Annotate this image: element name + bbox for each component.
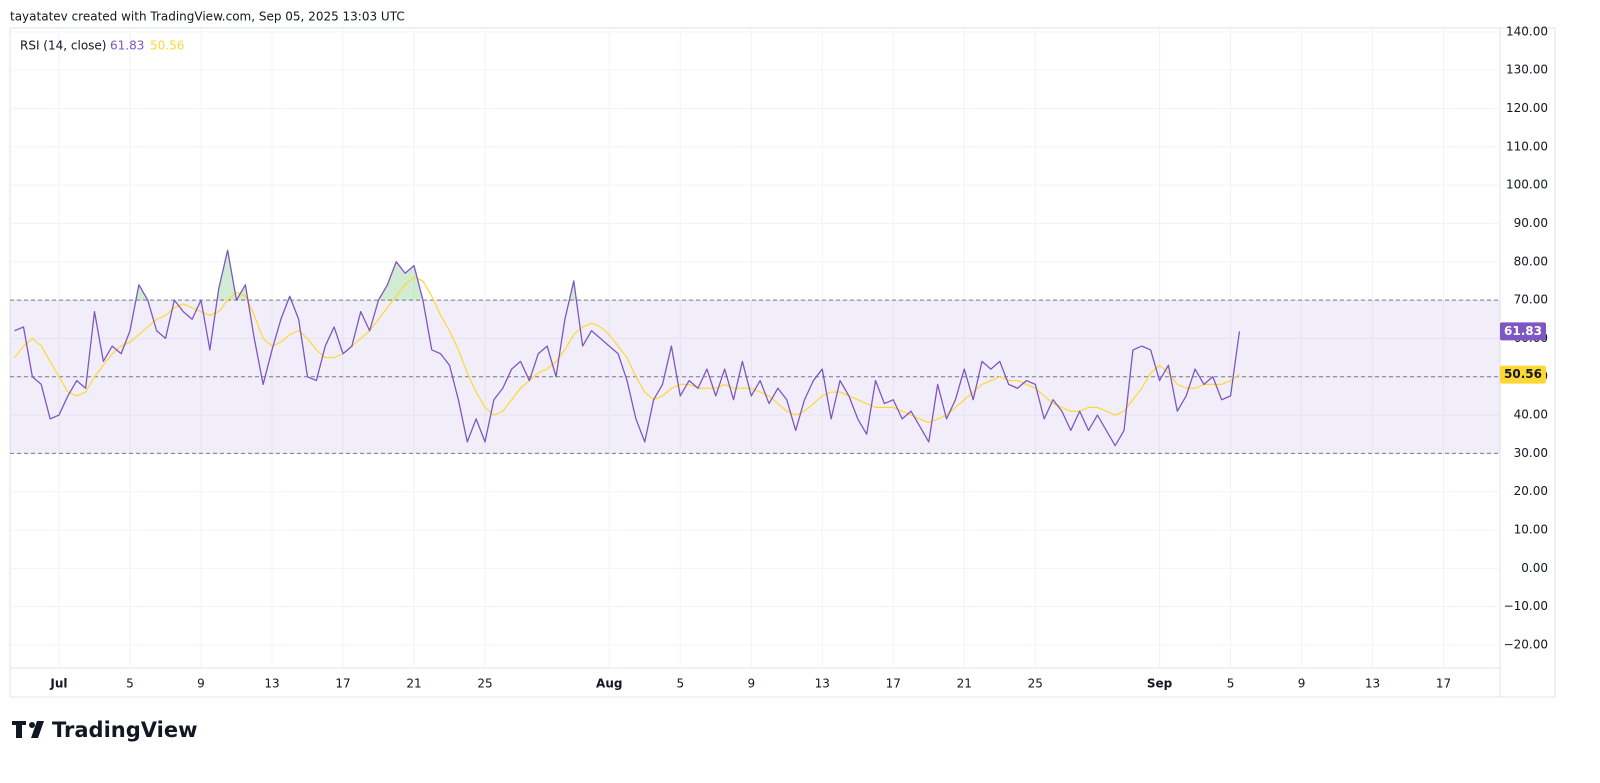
x-tick-label: 5 xyxy=(676,677,684,691)
logo-icon xyxy=(31,721,44,738)
x-tick-label: Aug xyxy=(596,677,622,691)
chart-frame xyxy=(9,27,1556,698)
y-tick-label: 90.00 xyxy=(1514,216,1548,230)
y-tick-label: 110.00 xyxy=(1506,139,1548,153)
y-tick-label: 140.00 xyxy=(1506,24,1548,38)
x-tick-label: 17 xyxy=(335,677,350,691)
logo-icon xyxy=(29,722,35,728)
x-tick-label: 21 xyxy=(406,677,421,691)
y-tick-label: −20.00 xyxy=(1504,638,1548,652)
legend: RSI (14, close) 61.83 50.56 xyxy=(20,39,184,53)
plot xyxy=(10,249,1500,454)
logo: TradingView xyxy=(12,718,197,742)
y-tick-label: 120.00 xyxy=(1506,101,1548,115)
x-tick-label: 25 xyxy=(477,677,492,691)
y-tick-label: −10.00 xyxy=(1504,599,1548,613)
attribution: tayatatev created with TradingView.com, … xyxy=(10,10,405,24)
y-tick-label: 70.00 xyxy=(1514,293,1548,307)
y-tick-label: 30.00 xyxy=(1514,446,1548,460)
legend-value: 50.56 xyxy=(150,39,184,53)
last-value-box xyxy=(1500,322,1546,341)
x-tick-label: Jul xyxy=(49,677,67,691)
y-tick-label: 100.00 xyxy=(1506,178,1548,192)
overbought-fill xyxy=(135,250,577,301)
y-tick-label: 10.00 xyxy=(1514,523,1548,537)
brand: TradingView xyxy=(52,718,197,742)
x-tick-label: 13 xyxy=(815,677,830,691)
y-tick-label: 80.00 xyxy=(1514,254,1548,268)
last-value-label: 61.83 xyxy=(1504,324,1542,338)
x-tick-label: 5 xyxy=(126,677,134,691)
x-tick-label: 25 xyxy=(1028,677,1043,691)
x-tick-label: 9 xyxy=(747,677,755,691)
x-tick-label: Sep xyxy=(1147,677,1173,691)
y-tick-label: 40.00 xyxy=(1514,408,1548,422)
series-line xyxy=(14,276,1240,424)
indicator-name: RSI (14, close) xyxy=(20,39,106,53)
x-tick-label: 9 xyxy=(197,677,205,691)
legend-value: 61.83 xyxy=(110,39,144,53)
series-line xyxy=(14,249,1241,447)
last-value-box xyxy=(1500,365,1546,384)
x-tick-label: 13 xyxy=(264,677,279,691)
x-tick-label: 5 xyxy=(1227,677,1235,691)
x-tick-label: 17 xyxy=(1436,677,1451,691)
y-tick-label: 20.00 xyxy=(1514,484,1548,498)
y-tick-label: 130.00 xyxy=(1506,63,1548,77)
logo-icon xyxy=(12,721,26,738)
last-value-label: 50.56 xyxy=(1504,367,1542,381)
x-tick-label: 9 xyxy=(1298,677,1306,691)
x-tick-label: 21 xyxy=(957,677,972,691)
x-tick-label: 13 xyxy=(1365,677,1380,691)
y-tick-label: 0.00 xyxy=(1521,561,1548,575)
x-tick-label: 17 xyxy=(886,677,901,691)
